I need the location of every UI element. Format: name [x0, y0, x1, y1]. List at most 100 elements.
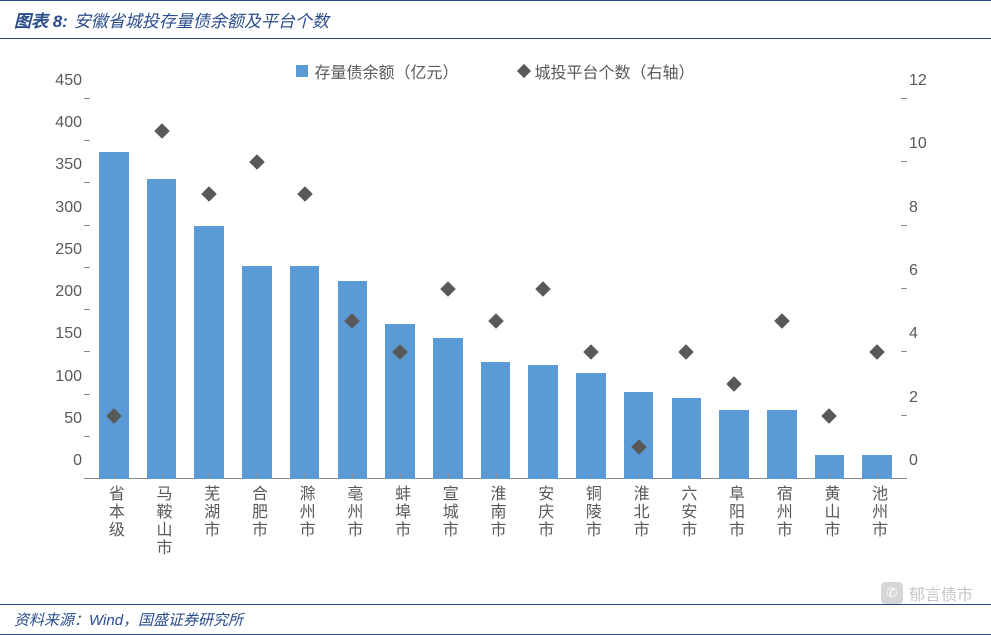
x-axis-category-label: 亳州市	[340, 485, 364, 539]
bar-group	[329, 99, 377, 479]
bar	[99, 152, 129, 479]
bar-group	[138, 99, 186, 479]
bars-layer	[90, 99, 901, 479]
plot-grid: 050100150200250300350400450024681012	[90, 99, 901, 479]
x-axis-category-label: 省本级	[102, 485, 126, 539]
bar	[767, 410, 797, 479]
y-right-tick-label: 2	[909, 389, 918, 407]
bar	[338, 281, 368, 479]
watermark: ✆ 郁言债市	[881, 581, 973, 605]
y-left-tick	[84, 225, 90, 226]
bar	[576, 373, 606, 479]
y-left-tick	[84, 182, 90, 183]
y-right-tick	[901, 98, 907, 99]
y-left-tick-label: 400	[55, 114, 82, 132]
x-axis-category-label: 安庆市	[531, 485, 555, 539]
x-axis-category-label: 黄山市	[817, 485, 841, 539]
bar	[528, 365, 558, 479]
bar	[290, 266, 320, 479]
y-right-tick-label: 6	[909, 262, 918, 280]
y-right-tick	[901, 288, 907, 289]
chart-title-prefix: 图表 8:	[14, 7, 68, 32]
x-axis-category-label: 淮北市	[627, 485, 651, 539]
bar-group	[281, 99, 329, 479]
bar	[719, 410, 749, 479]
chart-title-text: 安徽省城投存量债余额及平台个数	[74, 7, 329, 32]
y-right-tick-label: 0	[909, 452, 918, 470]
y-left-tick	[84, 309, 90, 310]
x-tick	[114, 473, 115, 479]
y-left-tick-label: 250	[55, 241, 82, 259]
y-right-tick-label: 8	[909, 199, 918, 217]
bar-group	[758, 99, 806, 479]
x-tick	[257, 473, 258, 479]
y-left-tick-label: 50	[64, 410, 82, 428]
x-tick	[639, 473, 640, 479]
x-tick	[686, 473, 687, 479]
wechat-icon: ✆	[881, 582, 903, 604]
x-axis-category-label: 阜阳市	[722, 485, 746, 539]
y-left-tick	[84, 351, 90, 352]
bar-group	[185, 99, 233, 479]
diamond-swatch-icon	[516, 64, 530, 78]
y-left-tick-label: 0	[73, 452, 82, 470]
y-right-tick-label: 12	[909, 72, 927, 90]
x-axis-category-label: 铜陵市	[579, 485, 603, 539]
y-left-tick	[84, 436, 90, 437]
legend-label-bars: 存量债余额（亿元）	[314, 59, 458, 83]
y-left-tick	[84, 140, 90, 141]
y-right-tick-label: 4	[909, 325, 918, 343]
y-left-tick-label: 150	[55, 325, 82, 343]
x-tick	[448, 473, 449, 479]
bar-group	[710, 99, 758, 479]
x-axis-category-label: 马鞍山市	[150, 485, 174, 557]
x-tick	[400, 473, 401, 479]
legend-item-bars: 存量债余额（亿元）	[296, 59, 458, 83]
x-tick	[162, 473, 163, 479]
source-bar: 资料来源：Wind，国盛证券研究所	[0, 604, 991, 635]
y-left-tick-label: 100	[55, 368, 82, 386]
x-axis-category-label: 宿州市	[770, 485, 794, 539]
x-axis-category-label: 宣城市	[436, 485, 460, 539]
bar	[242, 266, 272, 479]
x-tick	[352, 473, 353, 479]
source-text: 资料来源：Wind，国盛证券研究所	[14, 612, 243, 629]
x-tick	[543, 473, 544, 479]
bar-group	[376, 99, 424, 479]
x-axis-category-label: 池州市	[865, 485, 889, 539]
bar-swatch-icon	[296, 65, 308, 77]
x-tick	[782, 473, 783, 479]
x-axis-category-label: 蚌埠市	[388, 485, 412, 539]
legend-label-markers: 城投平台个数（右轴）	[535, 59, 695, 83]
x-tick	[877, 473, 878, 479]
watermark-text: 郁言债市	[909, 581, 973, 605]
y-right-tick	[901, 161, 907, 162]
y-right-tick	[901, 225, 907, 226]
plot-area: 存量债余额（亿元） 城投平台个数（右轴） 0501001502002503003…	[40, 59, 951, 559]
x-tick	[829, 473, 830, 479]
x-axis-category-label: 淮南市	[484, 485, 508, 539]
y-right-tick	[901, 478, 907, 479]
y-right-tick	[901, 415, 907, 416]
x-axis-category-label: 芜湖市	[197, 485, 221, 539]
x-tick	[209, 473, 210, 479]
bar	[481, 362, 511, 479]
x-tick	[305, 473, 306, 479]
bar	[433, 338, 463, 479]
bar	[672, 398, 702, 479]
x-tick	[591, 473, 592, 479]
bar-group	[567, 99, 615, 479]
title-bar: 图表 8: 安徽省城投存量债余额及平台个数	[0, 0, 991, 39]
chart-container: 图表 8: 安徽省城投存量债余额及平台个数 存量债余额（亿元） 城投平台个数（右…	[0, 0, 991, 635]
legend: 存量债余额（亿元） 城投平台个数（右轴）	[40, 59, 951, 83]
bar	[147, 179, 177, 479]
x-tick	[734, 473, 735, 479]
y-left-tick-label: 200	[55, 283, 82, 301]
bar-group	[853, 99, 901, 479]
x-tick	[496, 473, 497, 479]
y-left-tick	[84, 267, 90, 268]
bar	[194, 226, 224, 479]
y-left-tick-label: 450	[55, 72, 82, 90]
y-left-tick-label: 300	[55, 199, 82, 217]
bar-group	[615, 99, 663, 479]
